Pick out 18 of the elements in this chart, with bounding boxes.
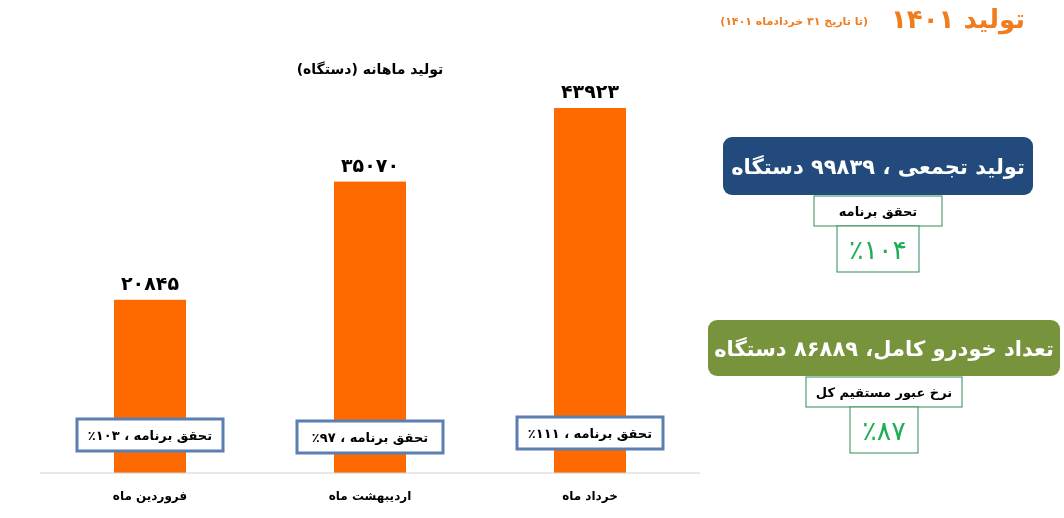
text: تحقق برنامه: [838, 204, 918, 219]
data-label: ۲۰۸۴۵: [121, 271, 180, 294]
text: ٪۱۰۴: [848, 234, 908, 265]
text: (تا تاریخ ۳۱ خردادماه ۱۴۰۱): [720, 15, 868, 28]
x-tick-label: فروردین ماه: [112, 489, 188, 504]
text: تولید ۱۴۰۱: [891, 4, 1025, 35]
annotation: تحقق برنامه ، ۹۷٪: [311, 430, 429, 445]
text: تعداد خودرو کامل، ۸۶۸۸۹ دستگاه: [714, 336, 1054, 361]
annotation: تحقق برنامه ، ۱۰۳٪: [87, 428, 213, 443]
x-tick-label: اردیبهشت ماه: [328, 489, 412, 503]
data-label: ۳۵۰۷۰: [341, 153, 399, 176]
text: ٪۸۷: [862, 415, 906, 446]
data-label: ۴۳۹۲۳: [561, 80, 620, 102]
annotation: تحقق برنامه ، ۱۱۱٪: [527, 426, 653, 441]
chart-title: تولید ماهانه (دستگاه): [296, 61, 444, 78]
text: نرخ عبور مستقیم کل: [815, 385, 953, 400]
text: تولید تجمعی ، ۹۹۸۳۹ دستگاه: [731, 154, 1025, 179]
x-tick-label: خرداد ماه: [562, 489, 618, 503]
